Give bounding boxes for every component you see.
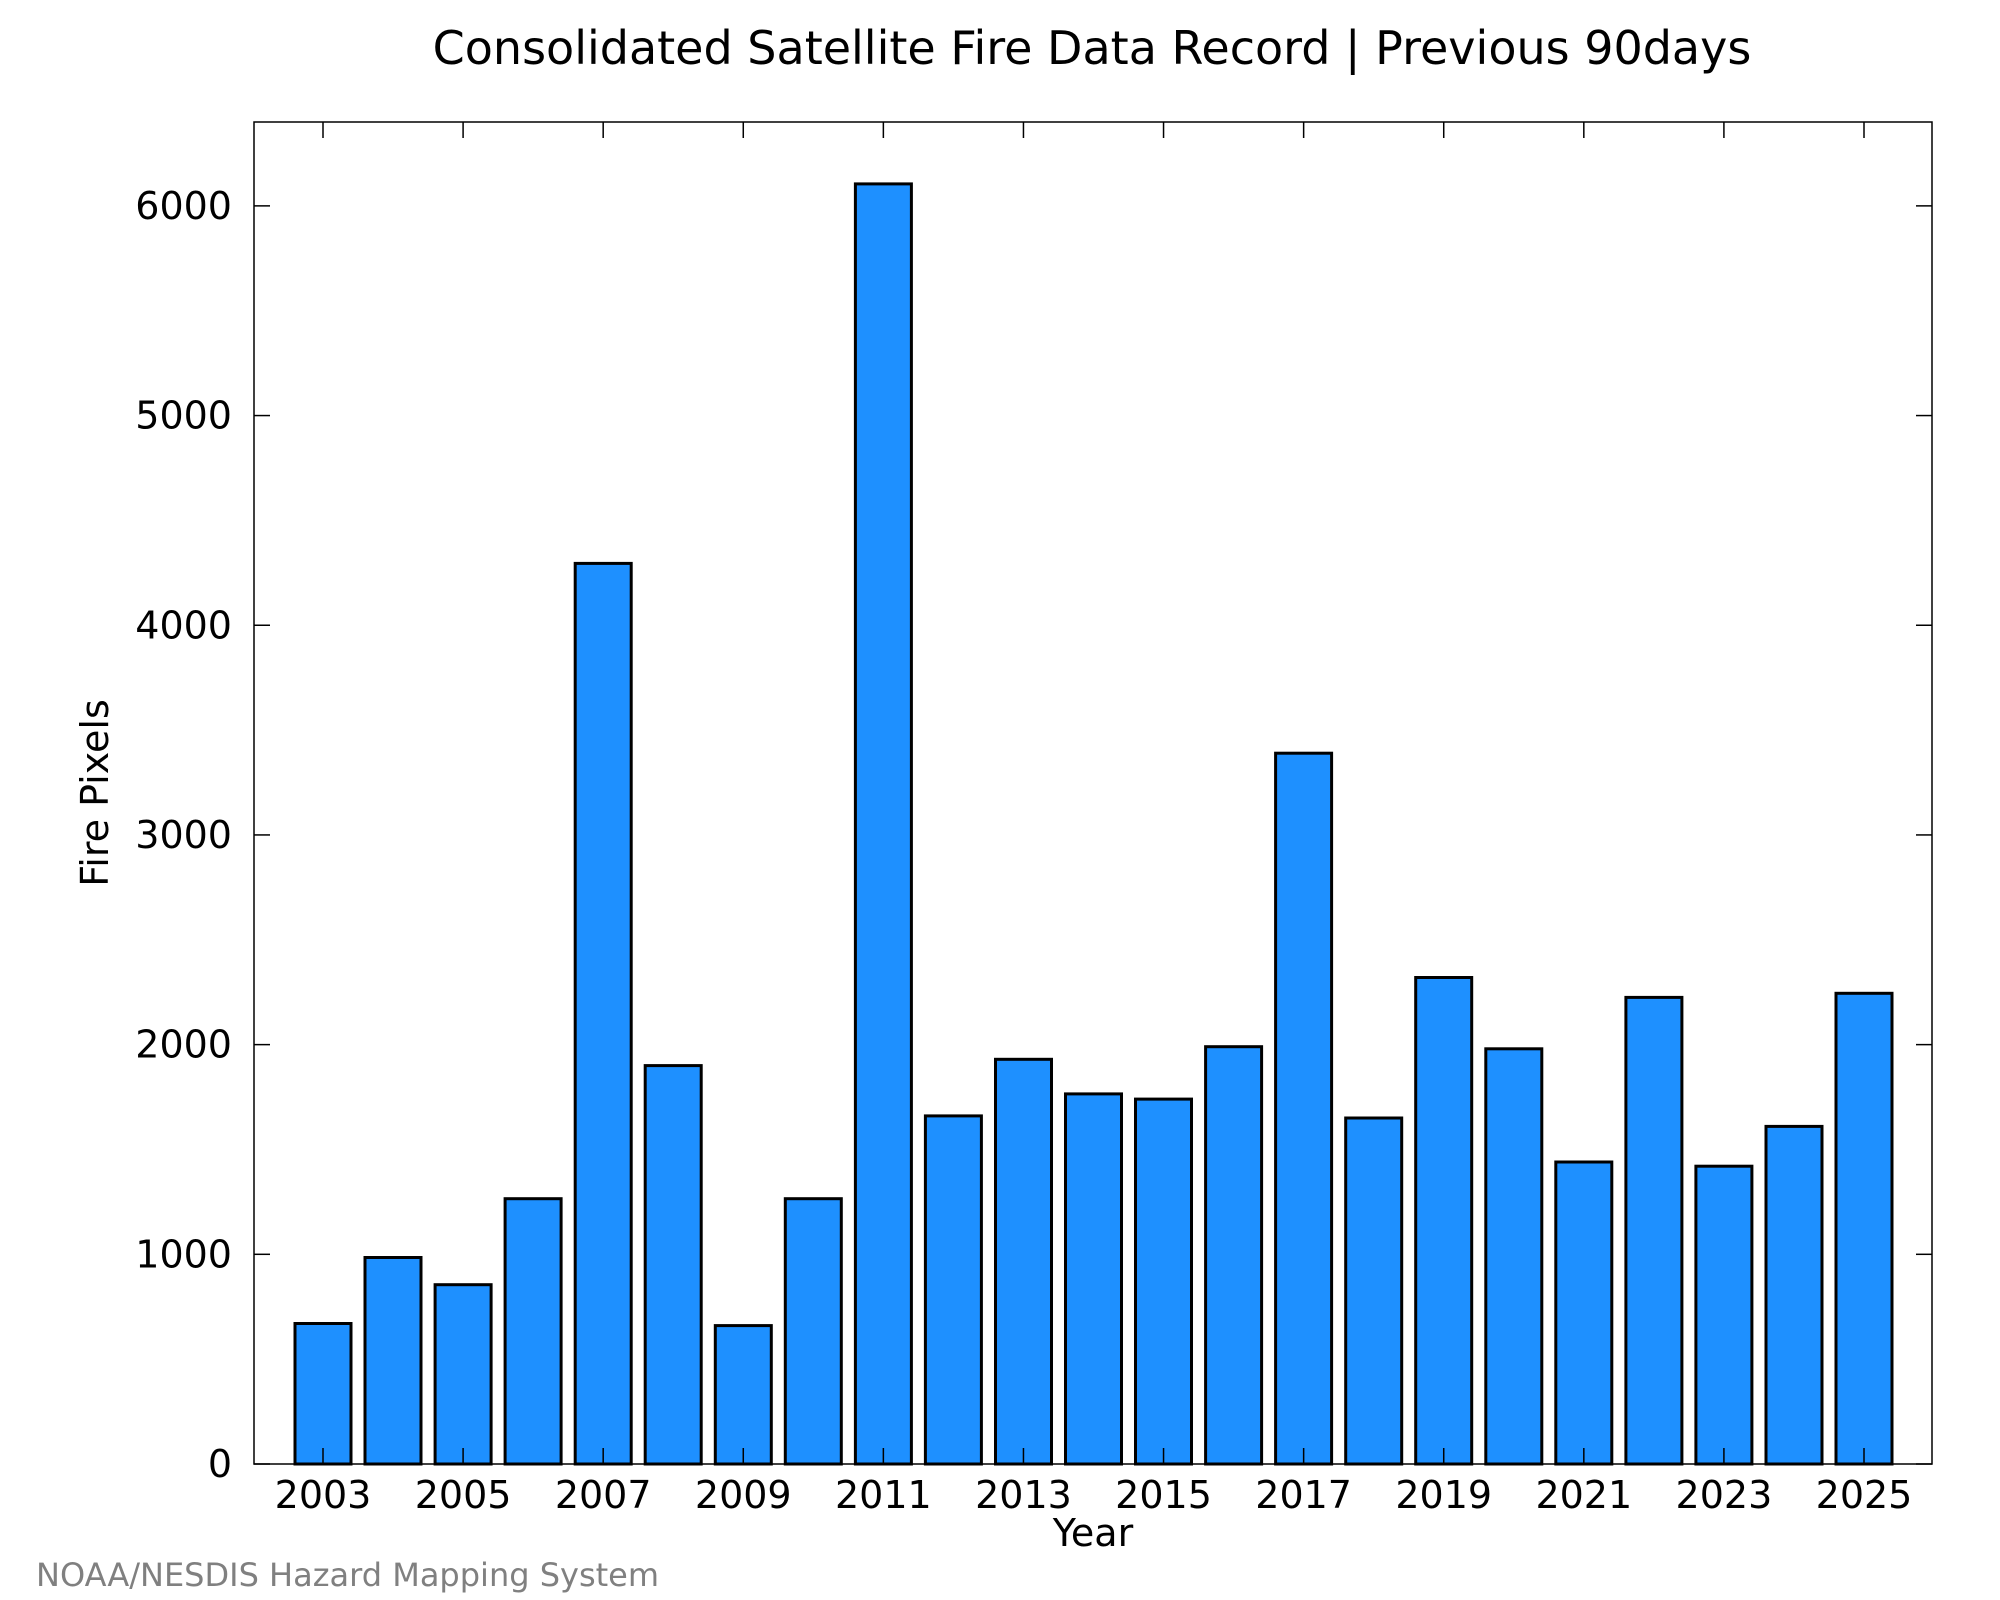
x-tick-label-2021: 2021 (1535, 1473, 1632, 1517)
x-tick-label-2011: 2011 (835, 1473, 932, 1517)
x-tick-label-2003: 2003 (275, 1473, 372, 1517)
credit-text: NOAA/NESDIS Hazard Mapping System (36, 1556, 659, 1594)
x-tick-label-2013: 2013 (975, 1473, 1072, 1517)
x-axis: 2003 2005 2007 2009 2011 2013 2015 2017 2019 2021… (275, 122, 1913, 1517)
y-tick-label-2000: 2000 (135, 1023, 232, 1067)
bar-2007 (573, 561, 633, 1466)
bar-2012 (923, 1114, 983, 1466)
bar-2010 (783, 1197, 843, 1466)
x-tick-label-2015: 2015 (1115, 1473, 1212, 1517)
bar-2009 (713, 1324, 773, 1466)
x-tick-label-2025: 2025 (1816, 1473, 1913, 1517)
bar-2024 (1764, 1124, 1824, 1466)
bar-series (293, 182, 1894, 1466)
bar-2021 (1554, 1160, 1614, 1466)
x-axis-label: Year (1052, 1511, 1134, 1555)
bar-2017 (1274, 751, 1334, 1466)
bar-2022 (1624, 995, 1684, 1466)
x-tick-label-2007: 2007 (555, 1473, 652, 1517)
bar-2013 (994, 1057, 1053, 1466)
y-tick-label-5000: 5000 (135, 394, 232, 438)
bar-2016 (1204, 1045, 1264, 1466)
y-tick-label-6000: 6000 (135, 184, 232, 228)
bar-2014 (1064, 1092, 1123, 1466)
bar-2011 (853, 182, 913, 1466)
y-tick-label-0: 0 (208, 1442, 232, 1486)
x-tick-label-2005: 2005 (415, 1473, 512, 1517)
bar-2005 (433, 1283, 493, 1466)
bar-2003 (293, 1322, 353, 1466)
bar-2023 (1694, 1164, 1754, 1466)
y-tick-label-1000: 1000 (135, 1232, 232, 1276)
bar-2015 (1134, 1097, 1193, 1466)
bar-2019 (1414, 976, 1474, 1466)
x-tick-label-2009: 2009 (695, 1473, 792, 1517)
x-tick-label-2019: 2019 (1395, 1473, 1492, 1517)
chart-title: Consolidated Satellite Fire Data Record … (433, 21, 1752, 76)
y-axis: 0 1000 2000 3000 4000 5000 6000 (135, 184, 1932, 1486)
bar-2004 (363, 1256, 423, 1466)
y-tick-label-3000: 3000 (135, 813, 232, 857)
bar-2008 (643, 1064, 703, 1466)
y-tick-label-4000: 4000 (135, 603, 232, 647)
y-axis-label: Fire Pixels (73, 699, 117, 887)
bar-2018 (1344, 1116, 1404, 1466)
bar-2020 (1484, 1047, 1544, 1466)
bar-2025 (1834, 991, 1894, 1466)
x-tick-label-2023: 2023 (1676, 1473, 1773, 1517)
x-tick-label-2017: 2017 (1255, 1473, 1352, 1517)
bar-2006 (503, 1197, 563, 1466)
